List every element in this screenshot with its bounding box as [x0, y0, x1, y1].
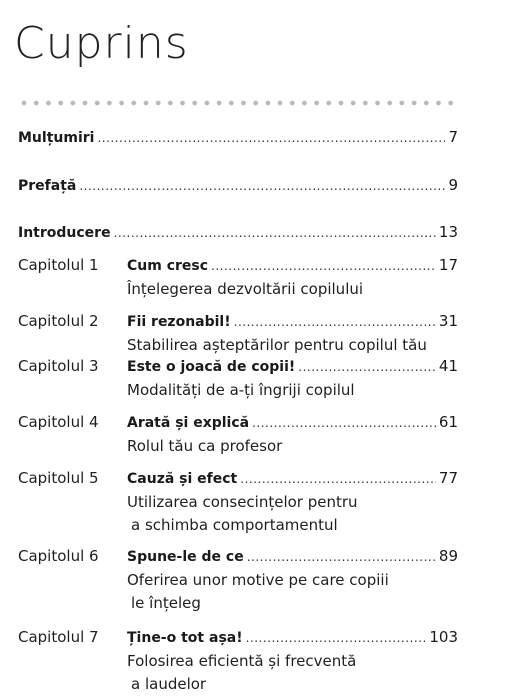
toc-entry-chapter-4[interactable]: Arată și explică 61: [127, 413, 458, 431]
chapter-label: Capitolul 3: [18, 357, 99, 375]
toc-entry-chapter-1[interactable]: Cum cresc 17: [127, 256, 458, 274]
chapter-subtitle: Stabilirea așteptărilor pentru copilul t…: [127, 334, 457, 357]
chapter-label: Capitolul 2: [18, 312, 99, 330]
toc-entry-chapter-5[interactable]: Cauză și efect 77: [127, 469, 458, 487]
toc-entry-page: 61: [438, 413, 458, 431]
dot-leader: [79, 179, 445, 193]
toc-entry-page: 103: [429, 628, 458, 646]
toc-entry-title: Cum cresc: [127, 258, 209, 274]
dot-leader: [298, 360, 436, 374]
dot-leader: [240, 472, 436, 486]
subtitle-line: Folosirea eficientă și frecventă: [127, 652, 357, 670]
toc-entry-page: 89: [438, 547, 458, 565]
toc-entry-acknowledgements[interactable]: Mulțumiri 7: [18, 128, 458, 146]
toc-entry-page: 41: [438, 357, 458, 375]
dot-leader: [114, 226, 436, 240]
toc-entry-title: Cauză și efect: [127, 471, 238, 487]
toc-entry-title: Mulțumiri: [18, 130, 95, 146]
toc-entry-preface[interactable]: Prefață 9: [18, 176, 458, 194]
chapter-subtitle: Modalități de a-ți îngriji copilul: [127, 379, 457, 402]
toc-entry-title: Fii rezonabil!: [127, 314, 231, 330]
toc-entry-title: Introducere: [18, 225, 111, 241]
toc-entry-chapter-6[interactable]: Spune-le de ce 89: [127, 547, 458, 565]
subtitle-line: Rolul tău ca profesor: [127, 437, 283, 455]
chapter-subtitle: Înțelegerea dezvoltării copilului: [127, 278, 457, 301]
toc-entry-chapter-7[interactable]: Ține-o tot așa! 103: [127, 628, 458, 646]
toc-entry-title: Ține-o tot așa!: [127, 630, 243, 646]
toc-entry-title: Prefață: [18, 178, 77, 194]
chapter-label: Capitolul 7: [18, 628, 99, 646]
toc-entry-page: 13: [438, 223, 458, 241]
chapter-label: Capitolul 5: [18, 469, 99, 487]
chapter-label: Capitolul 6: [18, 547, 99, 565]
toc-entry-introduction[interactable]: Introducere 13: [18, 223, 458, 241]
toc-entry-page: 77: [438, 469, 458, 487]
subtitle-line: a laudelor: [131, 675, 207, 693]
dot-leader: [247, 550, 436, 564]
toc-entry-page: 7: [448, 128, 458, 146]
toc-entry-page: 31: [438, 312, 458, 330]
dot-leader: [234, 315, 436, 329]
toc-entry-chapter-3[interactable]: Este o joacă de copii! 41: [127, 357, 458, 375]
toc-entry-title: Este o joacă de copii!: [127, 359, 296, 375]
dot-leader: [211, 259, 436, 273]
subtitle-line: Înțelegerea dezvoltării copilului: [127, 280, 364, 298]
subtitle-line: a schimba comportamentul: [131, 516, 338, 534]
subtitle-line: Modalități de a-ți îngriji copilul: [127, 381, 355, 399]
subtitle-line: Utilizarea consecințelor pentru: [127, 493, 358, 511]
subtitle-line: Stabilirea așteptărilor pentru copilul t…: [127, 336, 427, 354]
chapter-subtitle: Folosirea eficientă și frecventă a laude…: [127, 650, 457, 696]
dot-leader: [246, 631, 427, 645]
dot-leader: [252, 416, 436, 430]
chapter-label: Capitolul 1: [18, 256, 99, 274]
toc-entry-page: 17: [438, 256, 458, 274]
chapter-label: Capitolul 4: [18, 413, 99, 431]
dotted-divider: [18, 99, 458, 107]
subtitle-line: le înțeleg: [131, 594, 201, 612]
chapter-subtitle: Utilizarea consecințelor pentru a schimb…: [127, 491, 457, 537]
page-title: Cuprins: [14, 18, 189, 69]
chapter-subtitle: Oferirea unor motive pe care copiii le î…: [127, 569, 457, 615]
chapter-subtitle: Rolul tău ca profesor: [127, 435, 457, 458]
toc-entry-title: Arată și explică: [127, 415, 250, 431]
toc-entry-page: 9: [448, 176, 458, 194]
dot-leader: [97, 131, 445, 145]
subtitle-line: Oferirea unor motive pe care copiii: [127, 571, 389, 589]
toc-entry-chapter-2[interactable]: Fii rezonabil! 31: [127, 312, 458, 330]
toc-entry-title: Spune-le de ce: [127, 549, 244, 565]
